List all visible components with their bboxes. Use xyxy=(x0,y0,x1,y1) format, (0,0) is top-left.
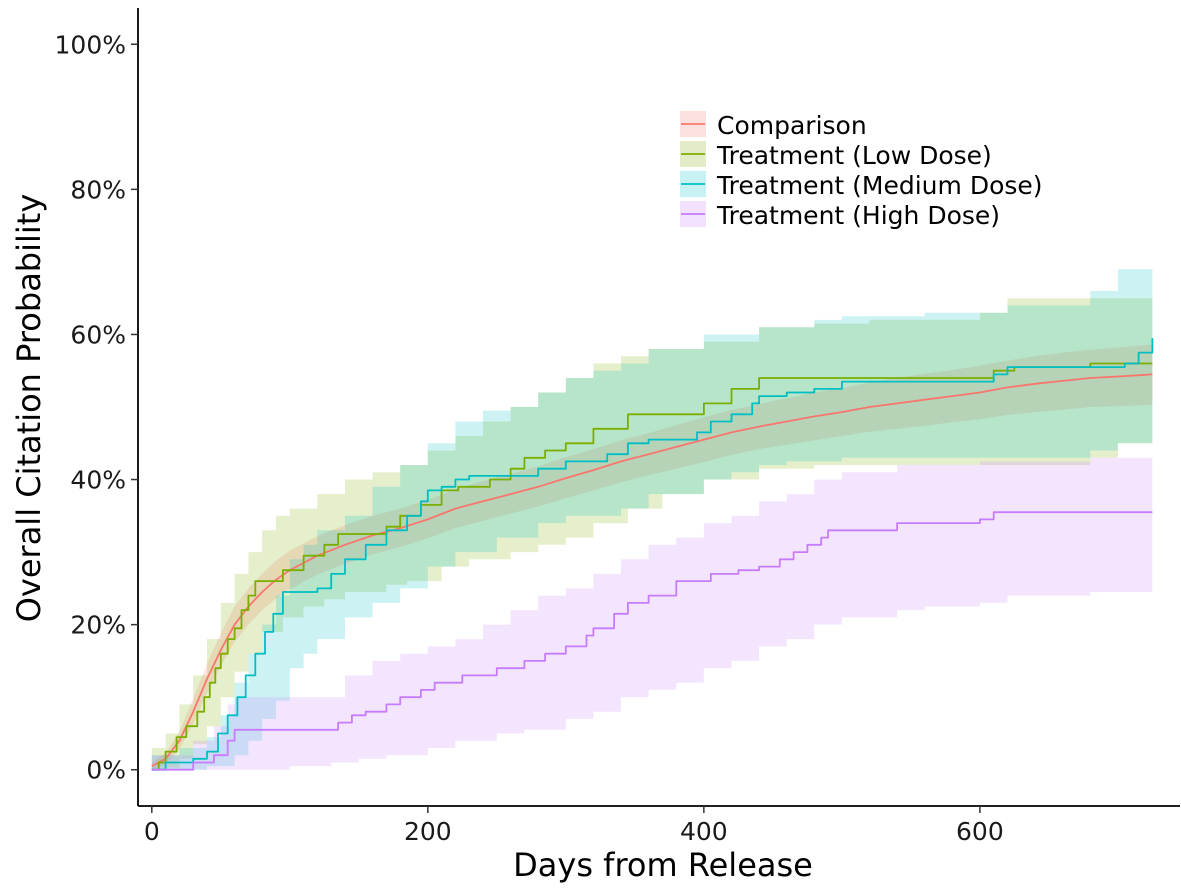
y-tick-label: 0% xyxy=(86,756,126,785)
band-treatment-medium-dose xyxy=(151,269,1153,770)
line-treatment-low-dose xyxy=(151,362,1153,771)
legend-item-treatment-high-dose: Treatment (High Dose) xyxy=(680,201,1000,230)
line-treatment-high-dose xyxy=(151,511,1153,771)
x-tick-label: 400 xyxy=(680,817,728,846)
legend-item-treatment-medium-dose: Treatment (Medium Dose) xyxy=(680,171,1043,200)
axes xyxy=(137,8,1180,807)
legend-label-treatment-high-dose: Treatment (High Dose) xyxy=(716,201,1000,230)
series-lines xyxy=(151,338,1154,771)
line-treatment-medium-dose xyxy=(151,338,1154,771)
legend-item-comparison: Comparison xyxy=(680,111,867,140)
legend-label-treatment-low-dose: Treatment (Low Dose) xyxy=(716,141,992,170)
y-tick-label: 60% xyxy=(70,320,126,349)
band-comparison xyxy=(151,344,1153,770)
y-tick-label: 40% xyxy=(70,466,126,495)
y-axis-title: Overall Citation Probability xyxy=(10,194,48,623)
y-tick-label: 80% xyxy=(70,175,126,204)
x-tick-label: 200 xyxy=(404,817,452,846)
y-tick-label: 100% xyxy=(55,30,126,59)
confidence-bands xyxy=(151,269,1153,770)
band-treatment-low-dose xyxy=(151,290,1153,770)
y-tick-label: 20% xyxy=(70,611,126,640)
legend-label-treatment-medium-dose: Treatment (Medium Dose) xyxy=(716,171,1043,200)
legend-label-comparison: Comparison xyxy=(717,111,867,140)
x-tick-label: 0 xyxy=(144,817,160,846)
x-tick-label: 600 xyxy=(956,817,1004,846)
band-treatment-high-dose xyxy=(151,446,1153,770)
x-axis-title: Days from Release xyxy=(513,846,813,884)
legend-item-treatment-low-dose: Treatment (Low Dose) xyxy=(680,141,992,170)
ticks: 0 200 400 600 0% 20% 40% 60% 80% 100% xyxy=(55,30,1004,846)
